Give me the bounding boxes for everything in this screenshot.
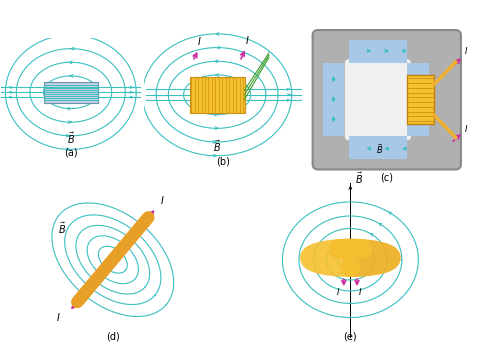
Text: (d): (d): [106, 332, 120, 342]
Text: $I$: $I$: [160, 194, 165, 206]
FancyBboxPatch shape: [312, 30, 461, 170]
Text: $\vec{B}$: $\vec{B}$: [376, 142, 384, 155]
Bar: [44, 82, 98, 103]
Text: $\vec{B}$: $\vec{B}$: [355, 171, 363, 186]
Text: (b): (b): [216, 157, 230, 167]
Bar: [190, 76, 244, 113]
Bar: [407, 63, 429, 136]
Bar: [349, 40, 407, 63]
Bar: [407, 75, 434, 124]
Text: $I$: $I$: [358, 286, 362, 297]
Text: (a): (a): [64, 147, 78, 157]
Text: $I$: $I$: [197, 35, 202, 47]
Text: (e): (e): [344, 332, 357, 342]
Text: $I$: $I$: [56, 311, 61, 323]
Text: $I$: $I$: [465, 45, 468, 56]
Text: $I$: $I$: [336, 286, 341, 297]
Bar: [349, 136, 407, 159]
Text: $I$: $I$: [245, 34, 250, 46]
Text: $\vec{B}$: $\vec{B}$: [213, 139, 221, 154]
Text: $\vec{B}$: $\vec{B}$: [58, 221, 66, 236]
FancyBboxPatch shape: [346, 60, 410, 140]
Text: (c): (c): [380, 172, 393, 182]
Text: $I$: $I$: [465, 123, 468, 134]
Bar: [323, 63, 344, 136]
Text: $\vec{B}$: $\vec{B}$: [67, 131, 75, 146]
